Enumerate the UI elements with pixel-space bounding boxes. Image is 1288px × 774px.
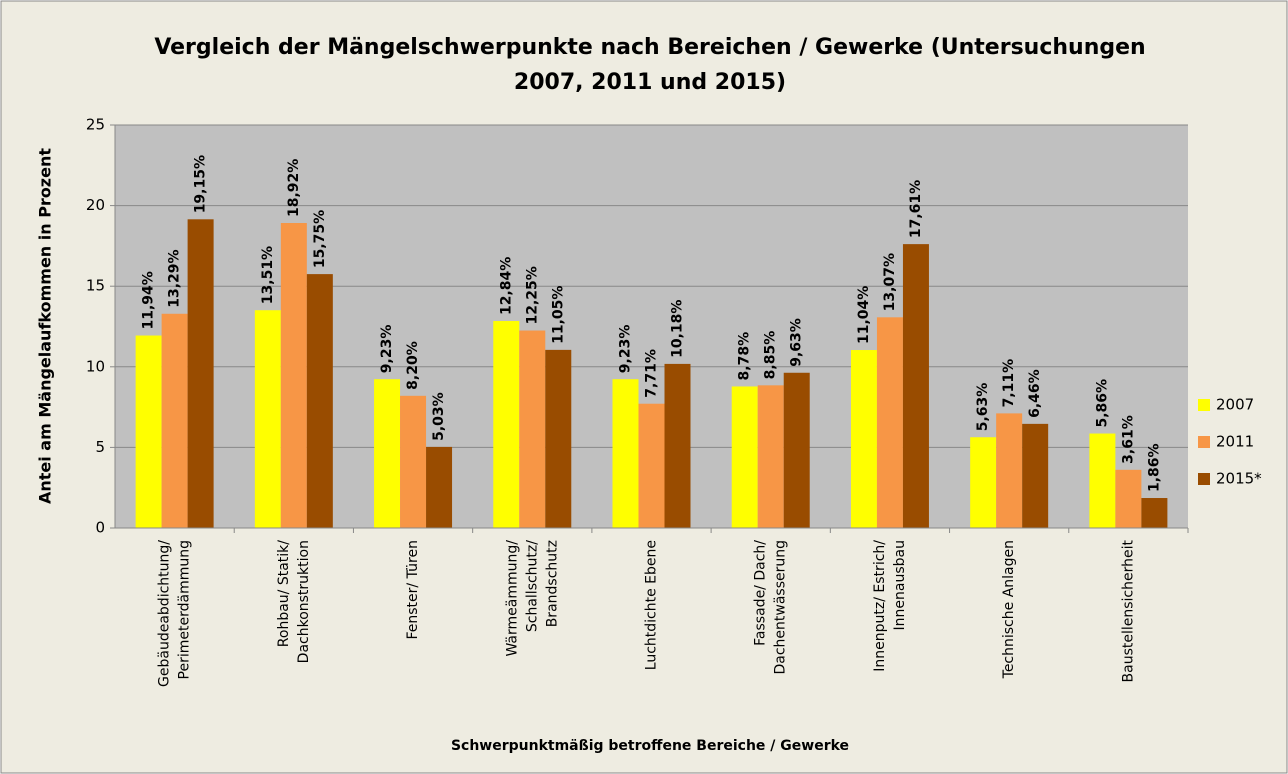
bar — [612, 379, 639, 528]
x-tick-label: Rohbau/ Statik/ — [276, 540, 292, 647]
bar — [902, 244, 929, 528]
value-label: 9,63% — [789, 318, 805, 367]
value-label: 9,23% — [618, 325, 634, 374]
bar — [374, 379, 401, 528]
bar — [187, 219, 214, 528]
bar — [876, 317, 903, 528]
x-tick-label: Luchtdichte Ebene — [644, 540, 660, 670]
value-label: 5,03% — [431, 392, 447, 441]
x-tick-label: Fassade/ Dach/ — [753, 540, 769, 646]
bar — [545, 349, 572, 528]
bar — [1141, 498, 1168, 528]
bar — [161, 313, 188, 528]
bar — [254, 310, 281, 528]
value-label: 8,20% — [405, 341, 421, 390]
x-tick-label: Schallschutz/ — [524, 540, 540, 632]
bar — [426, 446, 453, 528]
x-tick-label: Innenputz/ Estrich/ — [872, 540, 888, 672]
legend-label: 2015* — [1216, 470, 1262, 488]
bar — [996, 413, 1023, 528]
value-label: 3,61% — [1120, 415, 1136, 464]
bar — [280, 223, 307, 529]
value-label: 8,78% — [737, 332, 753, 381]
x-tick-label: Fenster/ Türen — [405, 540, 421, 640]
x-tick-label: Innenausbau — [892, 540, 908, 630]
bar — [306, 274, 333, 528]
bar — [135, 335, 162, 528]
value-label: 17,61% — [908, 180, 924, 238]
value-label: 8,85% — [763, 331, 779, 380]
bar — [493, 321, 520, 528]
x-tick-label: Wärmeämmung/ — [504, 540, 520, 657]
value-label: 12,25% — [524, 266, 540, 324]
value-label: 19,15% — [193, 155, 209, 213]
y-tick-label: 25 — [86, 116, 105, 134]
x-tick-label: Dachentwässerung — [773, 540, 789, 675]
y-axis-title: Antei am Mängelaufkommen in Prozent — [36, 148, 55, 504]
x-tick-label: Baustellensicherheit — [1120, 539, 1136, 682]
y-tick-label: 5 — [95, 438, 105, 456]
bar — [1115, 469, 1142, 528]
bar — [664, 363, 691, 528]
value-label: 5,63% — [975, 383, 991, 432]
value-label: 12,84% — [498, 257, 514, 315]
x-tick-label: Dachkonstruktion — [296, 540, 312, 663]
bar — [638, 403, 665, 528]
y-tick-label: 20 — [86, 196, 105, 214]
bar — [519, 330, 546, 528]
value-label: 11,04% — [856, 286, 872, 344]
value-label: 7,71% — [644, 349, 660, 398]
chart-title: Vergleich der Mängelschwerpunkte nach Be… — [154, 35, 1145, 60]
legend-swatch — [1198, 436, 1210, 448]
x-tick-label: Gebäudeabdichtung/ — [157, 540, 173, 687]
bar — [850, 350, 877, 528]
legend-label: 2011 — [1216, 433, 1254, 451]
value-label: 13,07% — [882, 253, 898, 311]
y-tick-label: 10 — [86, 357, 105, 375]
bar — [731, 386, 758, 528]
y-tick-label: 0 — [95, 519, 105, 537]
bar — [1089, 433, 1116, 528]
x-tick-label: Perimeterdämmung — [177, 540, 193, 679]
x-tick-label: Brandschutz — [544, 540, 560, 627]
value-label: 9,23% — [379, 325, 395, 374]
x-tick-label: Technische Anlagen — [1001, 540, 1017, 679]
value-label: 11,94% — [141, 271, 157, 329]
value-label: 13,51% — [260, 246, 276, 304]
value-label: 11,05% — [550, 286, 566, 344]
legend-label: 2007 — [1216, 396, 1254, 414]
bar — [970, 437, 997, 528]
legend-swatch — [1198, 473, 1210, 485]
bar — [400, 395, 427, 528]
x-axis-title: Schwerpunktmäßig betroffene Bereiche / G… — [451, 738, 849, 754]
bar — [1022, 423, 1049, 528]
value-label: 1,86% — [1146, 443, 1162, 492]
chart-title: 2007, 2011 und 2015) — [514, 70, 786, 95]
value-label: 6,46% — [1027, 369, 1043, 418]
value-label: 18,92% — [286, 159, 302, 217]
legend-swatch — [1198, 399, 1210, 411]
value-label: 5,86% — [1094, 379, 1110, 428]
bar — [783, 372, 810, 528]
value-label: 13,29% — [167, 249, 183, 307]
bar — [757, 385, 784, 528]
y-tick-label: 15 — [86, 277, 105, 295]
value-label: 15,75% — [312, 210, 328, 268]
value-label: 10,18% — [670, 300, 686, 358]
value-label: 7,11% — [1001, 359, 1017, 408]
